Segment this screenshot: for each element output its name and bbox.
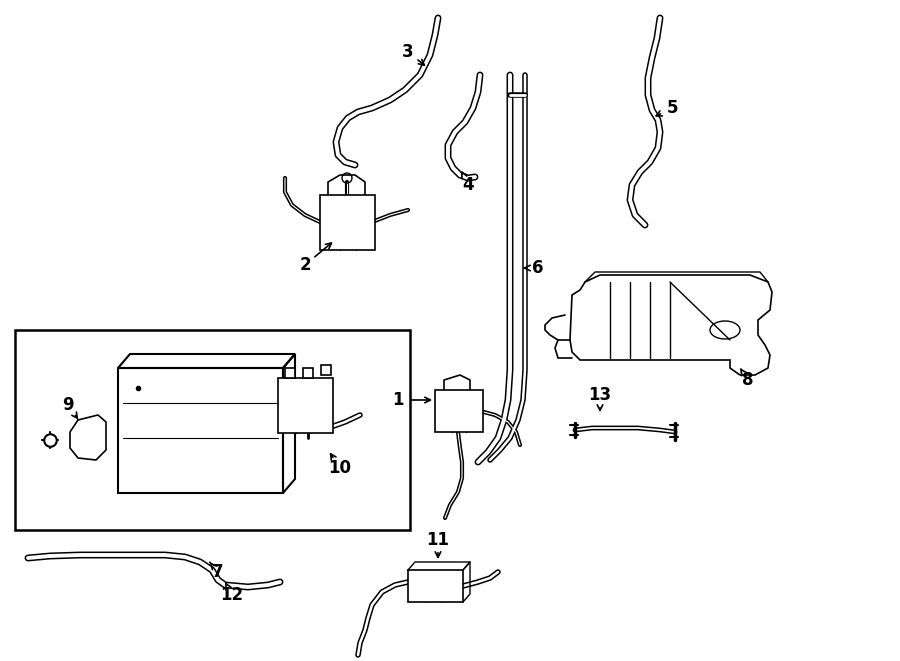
Bar <box>118 368 283 493</box>
Text: 4: 4 <box>463 176 473 194</box>
Text: 1: 1 <box>392 391 404 409</box>
Bar <box>408 570 463 602</box>
Text: 3: 3 <box>402 43 414 61</box>
Text: 9: 9 <box>62 396 74 414</box>
Bar <box>15 330 410 530</box>
Text: 5: 5 <box>666 99 678 117</box>
Text: 12: 12 <box>220 586 244 604</box>
Text: 7: 7 <box>212 563 224 581</box>
Text: 10: 10 <box>328 459 352 477</box>
Text: 8: 8 <box>742 371 754 389</box>
Text: 2: 2 <box>299 256 310 274</box>
Text: 11: 11 <box>427 531 449 549</box>
Bar <box>435 390 483 432</box>
Text: 13: 13 <box>589 386 612 404</box>
Bar <box>320 195 375 250</box>
Bar <box>278 378 333 433</box>
Text: 6: 6 <box>532 259 544 277</box>
